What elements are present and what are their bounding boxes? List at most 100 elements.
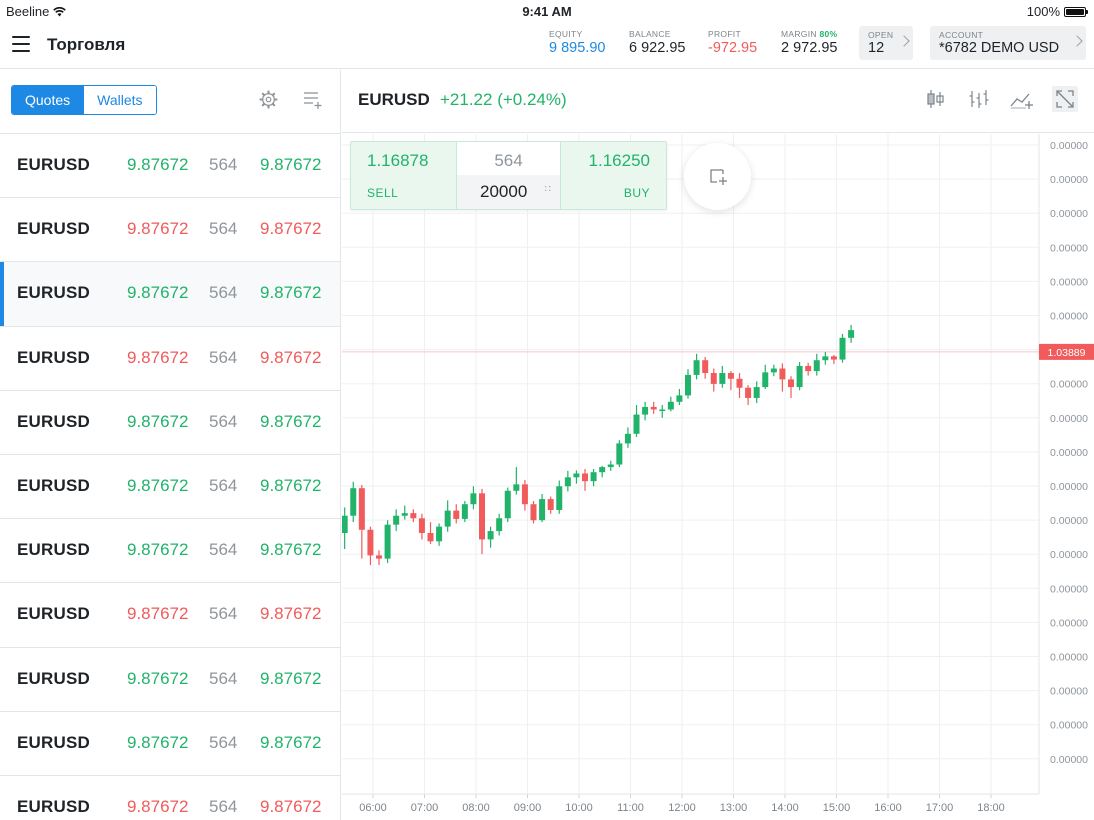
candle-body — [685, 374, 692, 396]
drawing-icon[interactable] — [1010, 88, 1034, 110]
quote-symbol: EURUSD — [17, 283, 90, 303]
add-order-icon — [710, 169, 727, 185]
add-order-button[interactable] — [684, 143, 751, 210]
candle — [659, 405, 666, 418]
current-price-label: 1.03889 — [1048, 347, 1086, 359]
battery-percent: 100% — [1026, 4, 1060, 19]
gear-icon[interactable] — [259, 90, 278, 109]
tab-quotes[interactable]: Quotes — [12, 86, 84, 114]
quote-symbol: EURUSD — [17, 347, 90, 367]
grip-icon: ∷ — [544, 184, 552, 195]
candle-body — [770, 368, 777, 373]
quote-ask: 9.87672 — [260, 283, 322, 303]
x-tick-label: 09:00 — [514, 802, 542, 814]
candle-body — [710, 373, 717, 384]
y-tick-label: 0.00000 — [1050, 617, 1088, 629]
candle — [642, 401, 649, 421]
quote-row[interactable]: EURUSD 9.87672 564 9.87672 — [0, 776, 340, 820]
carrier: Beeline — [6, 4, 67, 19]
chevron-right-icon — [1071, 35, 1083, 47]
quote-row[interactable]: EURUSD 9.87672 564 9.87672 — [0, 519, 340, 584]
candle-body — [788, 379, 795, 388]
open-positions-button[interactable]: OPEN 12 — [859, 26, 913, 60]
candle — [736, 373, 743, 398]
quote-bid: 9.87672 — [127, 540, 189, 560]
y-tick-label: 0.00000 — [1050, 686, 1088, 698]
y-tick-label: 0.00000 — [1050, 549, 1088, 561]
candle-body — [436, 526, 443, 542]
candle-body — [642, 406, 649, 415]
quote-bid: 9.87672 — [127, 155, 189, 174]
profit-stat: PROFIT -972.95 — [708, 29, 757, 56]
open-count: 12 — [868, 40, 885, 56]
candle-body — [822, 356, 829, 361]
quote-row[interactable]: EURUSD 9.87672 564 9.87672 — [0, 583, 340, 648]
y-tick-label: 0.00000 — [1050, 413, 1088, 425]
candle-body — [582, 473, 589, 482]
quote-row[interactable]: EURUSD 9.87672 564 9.87672 — [0, 327, 340, 391]
candle — [513, 467, 520, 495]
candle — [667, 396, 674, 412]
tab-wallets[interactable]: Wallets — [83, 86, 156, 114]
equity-value: 9 895.90 — [549, 40, 606, 56]
account-selector[interactable]: ACCOUNT *6782 DEMO USD — [930, 26, 1086, 60]
y-tick-label: 0.00000 — [1050, 242, 1088, 254]
candle — [762, 364, 769, 389]
y-tick-label: 0.00000 — [1050, 481, 1088, 493]
x-tick-label: 07:00 — [411, 802, 439, 814]
y-tick-label: 0.00000 — [1050, 720, 1088, 732]
quote-row[interactable]: EURUSD 9.87672 564 9.87672 — [0, 648, 340, 712]
quote-row[interactable]: EURUSD 9.87672 564 9.87672 — [0, 198, 340, 263]
hamburger-icon[interactable] — [12, 36, 30, 52]
profit-label: PROFIT — [708, 29, 741, 39]
quote-row[interactable]: EURUSD 9.87672 564 9.87672 — [0, 134, 340, 199]
candle-body — [753, 387, 760, 398]
candle — [633, 405, 640, 437]
candle — [556, 480, 563, 514]
x-tick-label: 17:00 — [926, 802, 954, 814]
quote-ask: 9.87672 — [260, 475, 322, 495]
candlestick-icon[interactable] — [926, 88, 946, 110]
price-chart[interactable]: 0.00000 0.00000 0.00000 0.00000 0.00000 0.000… — [342, 134, 1094, 820]
y-tick-label: 0.00000 — [1050, 208, 1088, 220]
candle-body — [599, 467, 606, 473]
sell-button[interactable]: 1.16878 SELL — [351, 142, 457, 209]
amount-input[interactable]: 20000 ∷ — [457, 175, 560, 209]
candle — [350, 481, 357, 523]
indicators-icon[interactable] — [968, 88, 990, 110]
quote-row[interactable]: EURUSD 9.87672 564 9.87672 — [0, 712, 340, 776]
candle — [530, 501, 537, 524]
quote-ask: 9.87672 — [260, 604, 322, 624]
quote-spread: 564 — [209, 475, 238, 495]
quote-spread: 564 — [209, 732, 238, 752]
quote-row[interactable]: EURUSD 9.87672 564 9.87672 — [0, 262, 340, 327]
candle — [342, 507, 348, 549]
candle-body — [779, 368, 786, 380]
add-list-icon[interactable] — [303, 90, 324, 110]
quote-spread: 564 — [209, 347, 238, 367]
balance-label: BALANCE — [629, 29, 671, 39]
margin-stat: MARGIN 80% 2 972.95 — [781, 29, 837, 56]
candle — [676, 389, 683, 405]
page-title: Торговля — [47, 35, 126, 54]
quote-ask: 9.87672 — [260, 411, 322, 431]
quote-row[interactable]: EURUSD 9.87672 564 9.87672 — [0, 391, 340, 455]
candle-body — [573, 473, 580, 478]
quote-symbol: EURUSD — [17, 411, 90, 431]
candle — [796, 362, 803, 391]
candle-body — [813, 360, 820, 372]
fullscreen-button[interactable] — [1052, 86, 1078, 112]
quote-symbol: EURUSD — [17, 155, 90, 174]
quote-row[interactable]: EURUSD 9.87672 564 9.87672 — [0, 455, 340, 520]
quote-symbol: EURUSD — [17, 540, 90, 560]
candle-body — [702, 360, 709, 373]
quote-bid: 9.87672 — [127, 411, 189, 431]
candle-body — [736, 378, 743, 388]
candle-body — [504, 490, 511, 519]
y-tick-label: 0.00000 — [1050, 754, 1088, 766]
candle — [719, 365, 726, 388]
candle — [384, 520, 391, 564]
buy-button[interactable]: 1.16250 BUY — [560, 142, 666, 209]
trade-widget: 1.16878 SELL 564 20000 ∷ 1.16250 BUY — [350, 141, 667, 210]
candle — [599, 465, 606, 478]
